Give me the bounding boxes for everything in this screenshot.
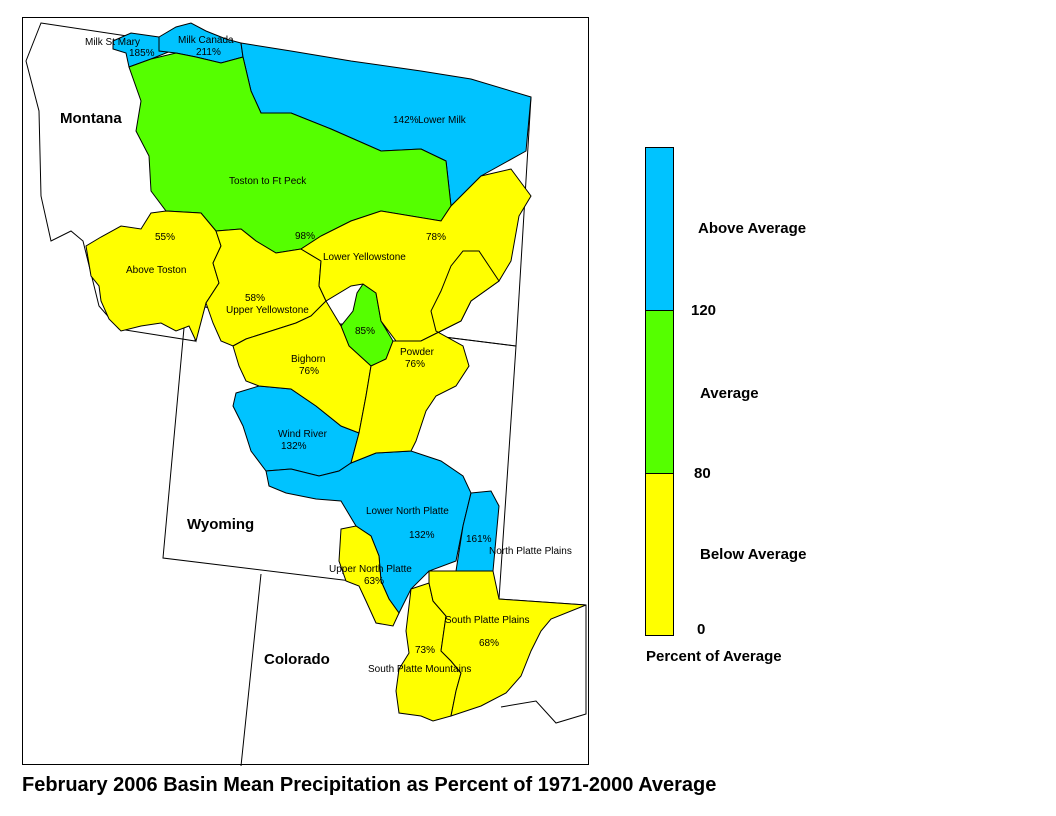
pct-milk-canada: 211% [196, 47, 221, 58]
legend-label-average: Average [700, 385, 759, 402]
basin-south-platte-plains [428, 570, 587, 717]
label-lower-north-platte: Lower North Platte [366, 506, 449, 517]
state-label-montana: Montana [60, 110, 122, 127]
basin-map: Montana Wyoming Colorado Milk St Mary 18… [25, 22, 587, 766]
pct-tongue: 85% [355, 326, 375, 337]
label-upper-north-platte: Upper North Platte [329, 564, 412, 575]
label-above-toston: Above Toston [126, 265, 186, 276]
pct-lower-yellowstone: 78% [426, 232, 446, 243]
legend-tick-high: 120 [691, 302, 717, 319]
label-lower-yellowstone: Lower Yellowstone [323, 252, 406, 263]
legend-tick-low: 0 [697, 621, 706, 638]
legend-swatch-average [645, 310, 674, 474]
label-powder: Powder [400, 347, 435, 358]
legend-label-below: Below Average [700, 546, 807, 563]
pct-south-platte-mountains: 73% [415, 645, 435, 656]
label-milk-canada: Milk Canada [178, 35, 234, 46]
label-toston-ft-peck: Toston to Ft Peck [229, 176, 307, 187]
pct-toston-ft-peck: 98% [295, 231, 315, 242]
pct-upper-north-platte: 63% [364, 576, 384, 587]
label-south-platte-plains: South Platte Plains [445, 615, 530, 626]
pct-milk-saint-mary: 185% [129, 48, 155, 59]
label-milk-saint-mary: Milk St Mary [85, 37, 140, 48]
state-label-wyoming: Wyoming [187, 516, 254, 533]
legend-swatch-above [645, 147, 674, 311]
legend-label-above: Above Average [698, 220, 807, 237]
pct-north-platte-plains: 161% [466, 534, 492, 545]
pct-wind-river: 132% [281, 441, 307, 452]
label-lower-milk: Lower Milk [418, 115, 467, 126]
label-bighorn: Bighorn [291, 354, 325, 365]
state-label-colorado: Colorado [264, 651, 330, 668]
legend-tick-mid: 80 [694, 465, 711, 482]
basin-upper-north-platte [338, 525, 400, 627]
map-title: February 2006 Basin Mean Precipitation a… [22, 774, 717, 796]
label-north-platte-plains: North Platte Plains [489, 546, 572, 557]
pct-lower-north-platte: 132% [409, 530, 435, 541]
pct-above-toston: 55% [155, 232, 175, 243]
label-south-platte-mountains: South Platte Mountains [368, 664, 471, 675]
basin-powder [350, 250, 500, 464]
pct-south-platte-plains: 68% [479, 638, 499, 649]
basin-above-toston [85, 210, 222, 343]
pct-bighorn: 76% [299, 366, 319, 377]
map-frame: Montana Wyoming Colorado Milk St Mary 18… [22, 17, 589, 766]
pct-upper-yellowstone: 58% [245, 293, 265, 304]
legend-caption: Percent of Average [646, 648, 782, 665]
legend-swatch-below [645, 473, 674, 636]
label-wind-river: Wind River [278, 429, 328, 440]
pct-powder: 76% [405, 359, 425, 370]
pct-lower-milk: 142% [393, 115, 419, 126]
label-upper-yellowstone: Upper Yellowstone [226, 305, 309, 316]
